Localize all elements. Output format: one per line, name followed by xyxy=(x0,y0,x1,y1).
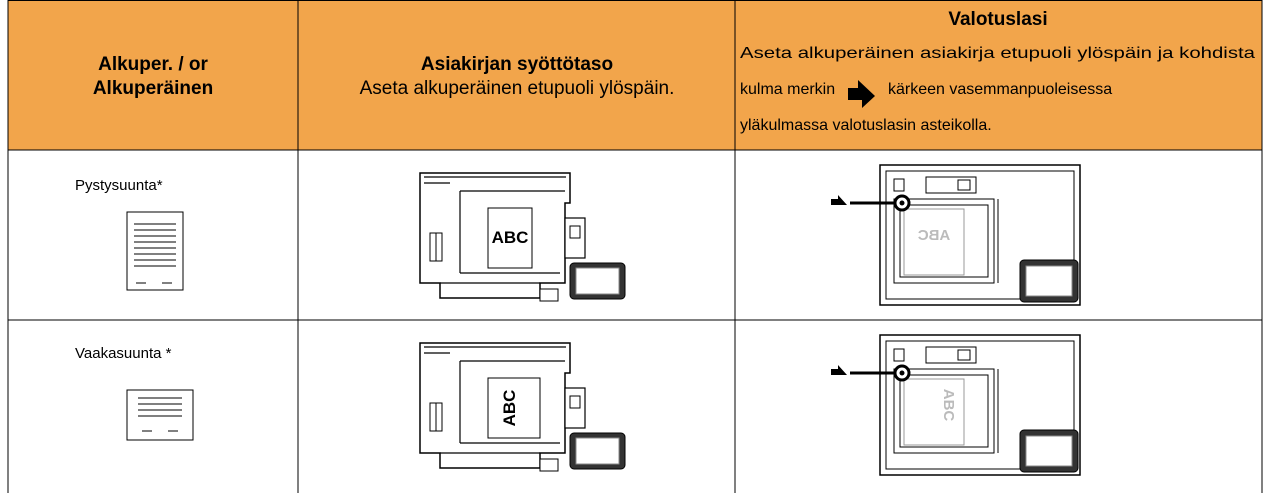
header-text: Asiakirjan syöttötaso xyxy=(421,54,613,75)
row-label: Pystysuunta* xyxy=(75,177,163,194)
marker-icon xyxy=(848,80,875,108)
feeder-illustration: ABC xyxy=(419,342,626,472)
header-text: kärkeen vasemmanpuoleisessa xyxy=(888,81,1112,98)
illustration-text: ABC xyxy=(940,389,957,422)
glass-illustration: ABC xyxy=(829,163,1082,307)
feeder-illustration: ABC xyxy=(419,172,626,302)
grid xyxy=(7,0,1263,493)
landscape-icon xyxy=(126,389,194,441)
header-text: yläkulmassa valotuslasin asteikolla. xyxy=(740,117,992,134)
header-text: Alkuper. / or xyxy=(98,54,208,75)
header-text: kulma merkin xyxy=(740,81,835,98)
glass-illustration: ABC xyxy=(829,333,1082,477)
header-text: Alkuperäinen xyxy=(93,78,213,99)
row-label: Vaakasuunta * xyxy=(75,345,172,362)
illustration-text: ABC xyxy=(918,227,951,244)
header-text: Aseta alkuperäinen asiakirja etupuoli yl… xyxy=(740,45,1255,62)
header-text: Aseta alkuperäinen etupuoli ylöspäin. xyxy=(360,78,675,99)
illustration-text: ABC xyxy=(492,228,529,247)
header-text: Valotuslasi xyxy=(948,9,1047,30)
header-bg xyxy=(8,0,1262,150)
portrait-icon xyxy=(126,211,184,291)
illustration-text: ABC xyxy=(500,390,519,427)
